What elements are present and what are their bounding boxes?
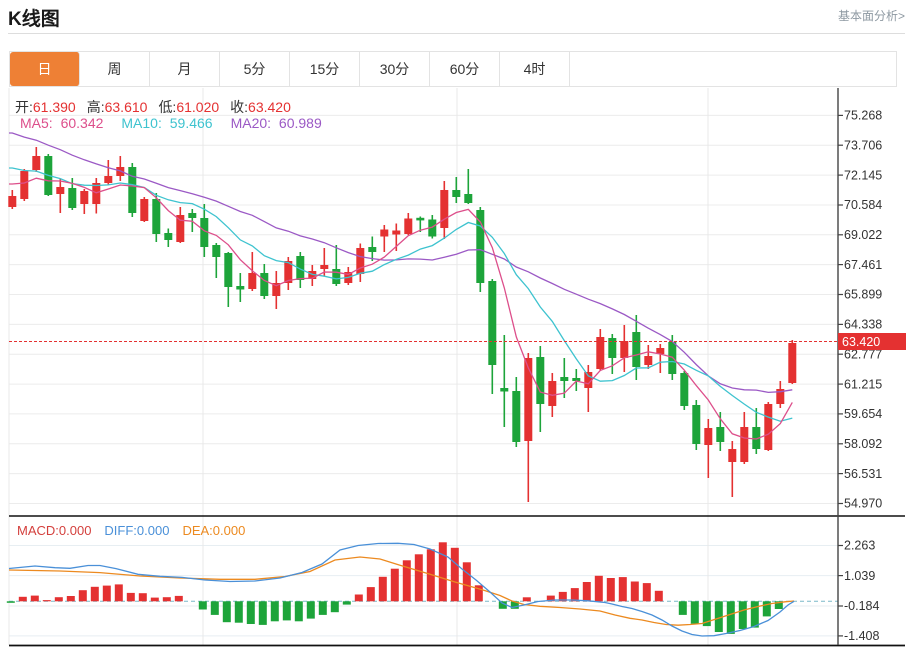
svg-text:63.420: 63.420 bbox=[842, 335, 880, 349]
svg-text:65.899: 65.899 bbox=[844, 288, 882, 302]
svg-text:58.092: 58.092 bbox=[844, 437, 882, 451]
svg-text:-1.408: -1.408 bbox=[844, 629, 879, 643]
svg-text:75.268: 75.268 bbox=[844, 109, 882, 123]
svg-text:67.461: 67.461 bbox=[844, 258, 882, 272]
svg-text:-0.184: -0.184 bbox=[844, 599, 879, 613]
svg-text:72.145: 72.145 bbox=[844, 168, 882, 182]
svg-text:64.338: 64.338 bbox=[844, 318, 882, 332]
svg-text:62.777: 62.777 bbox=[844, 347, 882, 361]
svg-text:70.584: 70.584 bbox=[844, 198, 882, 212]
svg-text:59.654: 59.654 bbox=[844, 407, 882, 421]
svg-text:56.531: 56.531 bbox=[844, 467, 882, 481]
svg-text:1.039: 1.039 bbox=[844, 569, 875, 583]
svg-text:54.970: 54.970 bbox=[844, 497, 882, 511]
svg-text:2.263: 2.263 bbox=[844, 539, 875, 553]
svg-text:61.215: 61.215 bbox=[844, 377, 882, 391]
svg-text:73.706: 73.706 bbox=[844, 138, 882, 152]
svg-text:69.022: 69.022 bbox=[844, 228, 882, 242]
